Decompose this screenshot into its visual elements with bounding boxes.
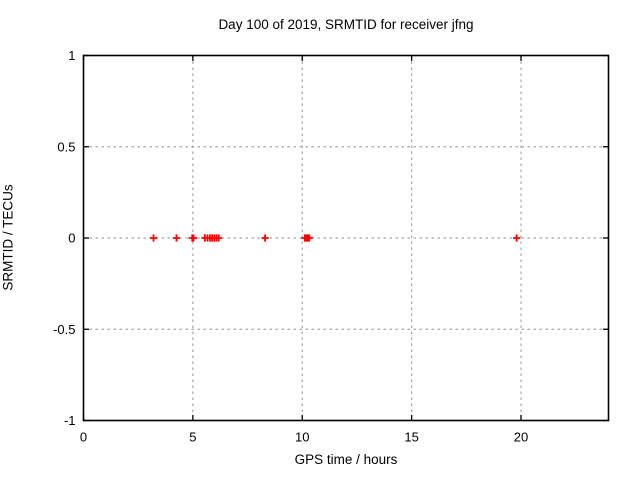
y-tick-label: -1 bbox=[64, 413, 76, 428]
x-tick-label: 10 bbox=[295, 430, 309, 445]
x-tick-label: 5 bbox=[189, 430, 196, 445]
y-tick-label: 0.5 bbox=[57, 139, 75, 154]
x-tick-label: 0 bbox=[80, 430, 87, 445]
data-points bbox=[149, 234, 521, 242]
x-tick-label: 15 bbox=[404, 430, 418, 445]
x-tick-label: 20 bbox=[514, 430, 528, 445]
y-tick-label: 0 bbox=[68, 231, 75, 246]
x-axis-label: GPS time / hours bbox=[294, 452, 398, 467]
y-tick-label: -0.5 bbox=[53, 322, 75, 337]
y-tick-label: 1 bbox=[68, 48, 75, 63]
chart-title: Day 100 of 2019, SRMTID for receiver jfn… bbox=[218, 17, 474, 32]
y-axis-label: SRMTID / TECUs bbox=[0, 184, 16, 291]
